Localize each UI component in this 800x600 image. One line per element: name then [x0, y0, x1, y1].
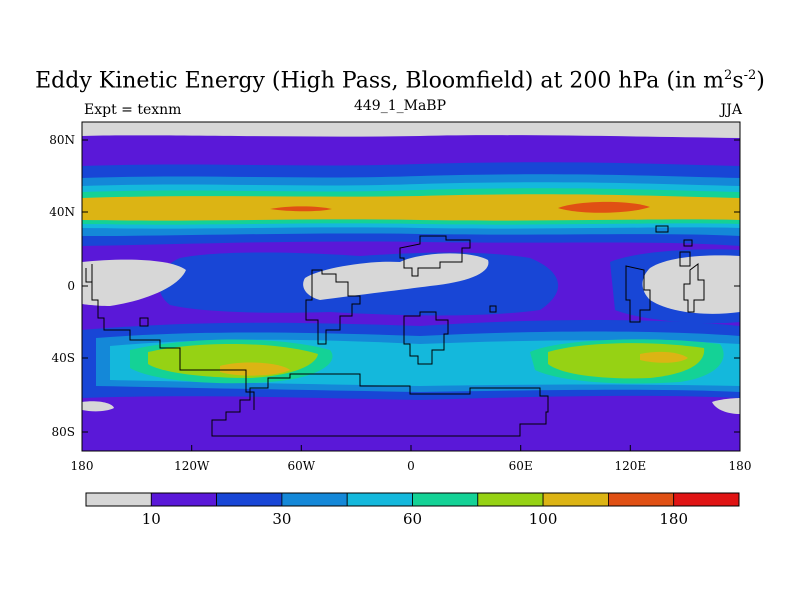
west-island-coast	[85, 268, 92, 283]
lon-label-60e: 60E	[509, 459, 533, 473]
colorbar-swatch	[608, 492, 675, 507]
small-island-coast-2	[489, 305, 497, 313]
west-coastline	[91, 264, 255, 410]
islands-coast	[679, 251, 691, 267]
experiment-label: Expt = texnm	[84, 102, 182, 118]
north-max-b	[558, 201, 650, 213]
south-africa-coast	[403, 311, 449, 365]
colorbar-swatch	[85, 492, 152, 507]
north-polar-low-region	[82, 122, 740, 138]
case-label: 449_1_MaBP	[353, 98, 447, 114]
south-america-coast	[305, 269, 361, 345]
lon-label-60w: 60W	[287, 459, 315, 473]
colorbar-label-60: 60	[403, 510, 422, 528]
coastlines	[85, 225, 705, 437]
colorbar-swatch	[150, 492, 218, 507]
colorbar-swatch	[477, 492, 544, 507]
colorbar-label-180: 180	[659, 510, 688, 528]
colorbar-swatch	[281, 492, 348, 507]
equatorial-calm-east	[642, 255, 740, 314]
lon-ticks	[81, 445, 741, 451]
maritime-continent-coast	[625, 265, 651, 323]
south-calm-west	[82, 401, 114, 412]
contour-field	[82, 122, 740, 451]
south-polar-band	[82, 430, 740, 451]
north-band-120	[82, 194, 740, 221]
lon-label-180w: 180	[71, 459, 94, 473]
lon-label-180e: 180	[729, 459, 752, 473]
lat-label-40s: 40S	[52, 351, 76, 365]
season-label: JJA	[720, 102, 742, 118]
south-west-max	[220, 362, 290, 376]
colorbar-swatch	[216, 492, 283, 507]
map-title: Eddy Kinetic Energy (High Pass, Bloomfie…	[35, 68, 765, 94]
colorbar-swatch	[346, 492, 413, 507]
pacific-island-coast	[683, 239, 693, 247]
lon-label-120w: 120W	[174, 459, 210, 473]
colorbar-frame	[85, 492, 740, 507]
lat-label-eq: 0	[67, 279, 75, 293]
small-island-coast-1	[139, 317, 149, 327]
colorbar-swatch	[542, 492, 609, 507]
colorbar-label-30: 30	[272, 510, 291, 528]
north-max-a	[270, 206, 332, 212]
south-east-band-100	[548, 343, 705, 379]
lat-label-80n: 80N	[49, 133, 75, 147]
japan-coast	[655, 225, 669, 233]
north-africa-coast	[399, 235, 471, 277]
south-calm-east	[712, 398, 740, 414]
lon-label-120e: 120E	[614, 459, 646, 473]
colorbar-label-100: 100	[529, 510, 558, 528]
colorbar-swatch	[412, 492, 479, 507]
colorbar-swatch	[673, 492, 740, 507]
lat-label-40n: 40N	[49, 205, 75, 219]
equatorial-calm-central	[303, 253, 489, 300]
south-east-max	[640, 351, 688, 363]
colorbar-label-10: 10	[142, 510, 161, 528]
lon-label-0: 0	[407, 459, 415, 473]
equatorial-calm-west	[82, 259, 186, 306]
antarctica-coast	[211, 373, 549, 437]
colorbar	[85, 492, 740, 507]
lat-label-80s: 80S	[52, 425, 76, 439]
new-guinea-coast	[683, 263, 705, 313]
lat-ticks	[82, 139, 740, 433]
